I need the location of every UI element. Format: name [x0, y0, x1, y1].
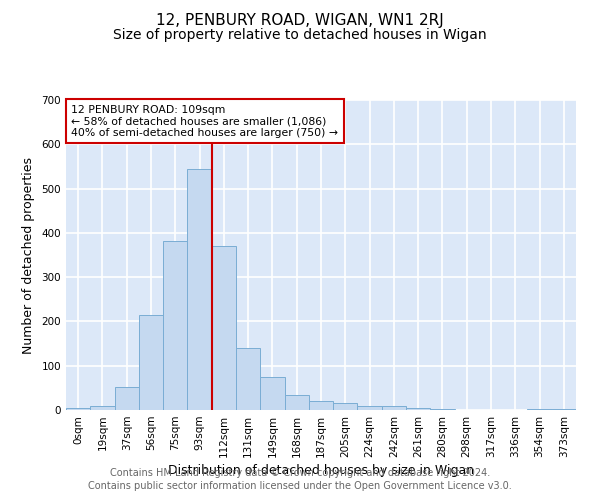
Bar — [527, 409, 552, 410]
Bar — [139, 315, 163, 410]
Bar — [309, 401, 333, 410]
Text: Contains HM Land Registry data © Crown copyright and database right 2024.: Contains HM Land Registry data © Crown c… — [110, 468, 490, 477]
Bar — [212, 246, 236, 410]
Bar — [333, 404, 358, 410]
Bar — [260, 377, 284, 410]
Bar — [115, 387, 139, 410]
Text: Contains public sector information licensed under the Open Government Licence v3: Contains public sector information licen… — [88, 481, 512, 491]
Y-axis label: Number of detached properties: Number of detached properties — [22, 156, 35, 354]
Text: 12, PENBURY ROAD, WIGAN, WN1 2RJ: 12, PENBURY ROAD, WIGAN, WN1 2RJ — [156, 12, 444, 28]
X-axis label: Distribution of detached houses by size in Wigan: Distribution of detached houses by size … — [168, 464, 474, 477]
Bar — [358, 406, 382, 410]
Bar — [236, 348, 260, 410]
Bar — [90, 406, 115, 410]
Bar — [382, 406, 406, 410]
Bar — [66, 408, 90, 410]
Bar — [552, 408, 576, 410]
Bar — [430, 408, 455, 410]
Text: Size of property relative to detached houses in Wigan: Size of property relative to detached ho… — [113, 28, 487, 42]
Bar — [163, 241, 187, 410]
Text: 12 PENBURY ROAD: 109sqm
← 58% of detached houses are smaller (1,086)
40% of semi: 12 PENBURY ROAD: 109sqm ← 58% of detache… — [71, 104, 338, 138]
Bar — [284, 396, 309, 410]
Bar — [187, 168, 212, 410]
Bar — [406, 408, 430, 410]
